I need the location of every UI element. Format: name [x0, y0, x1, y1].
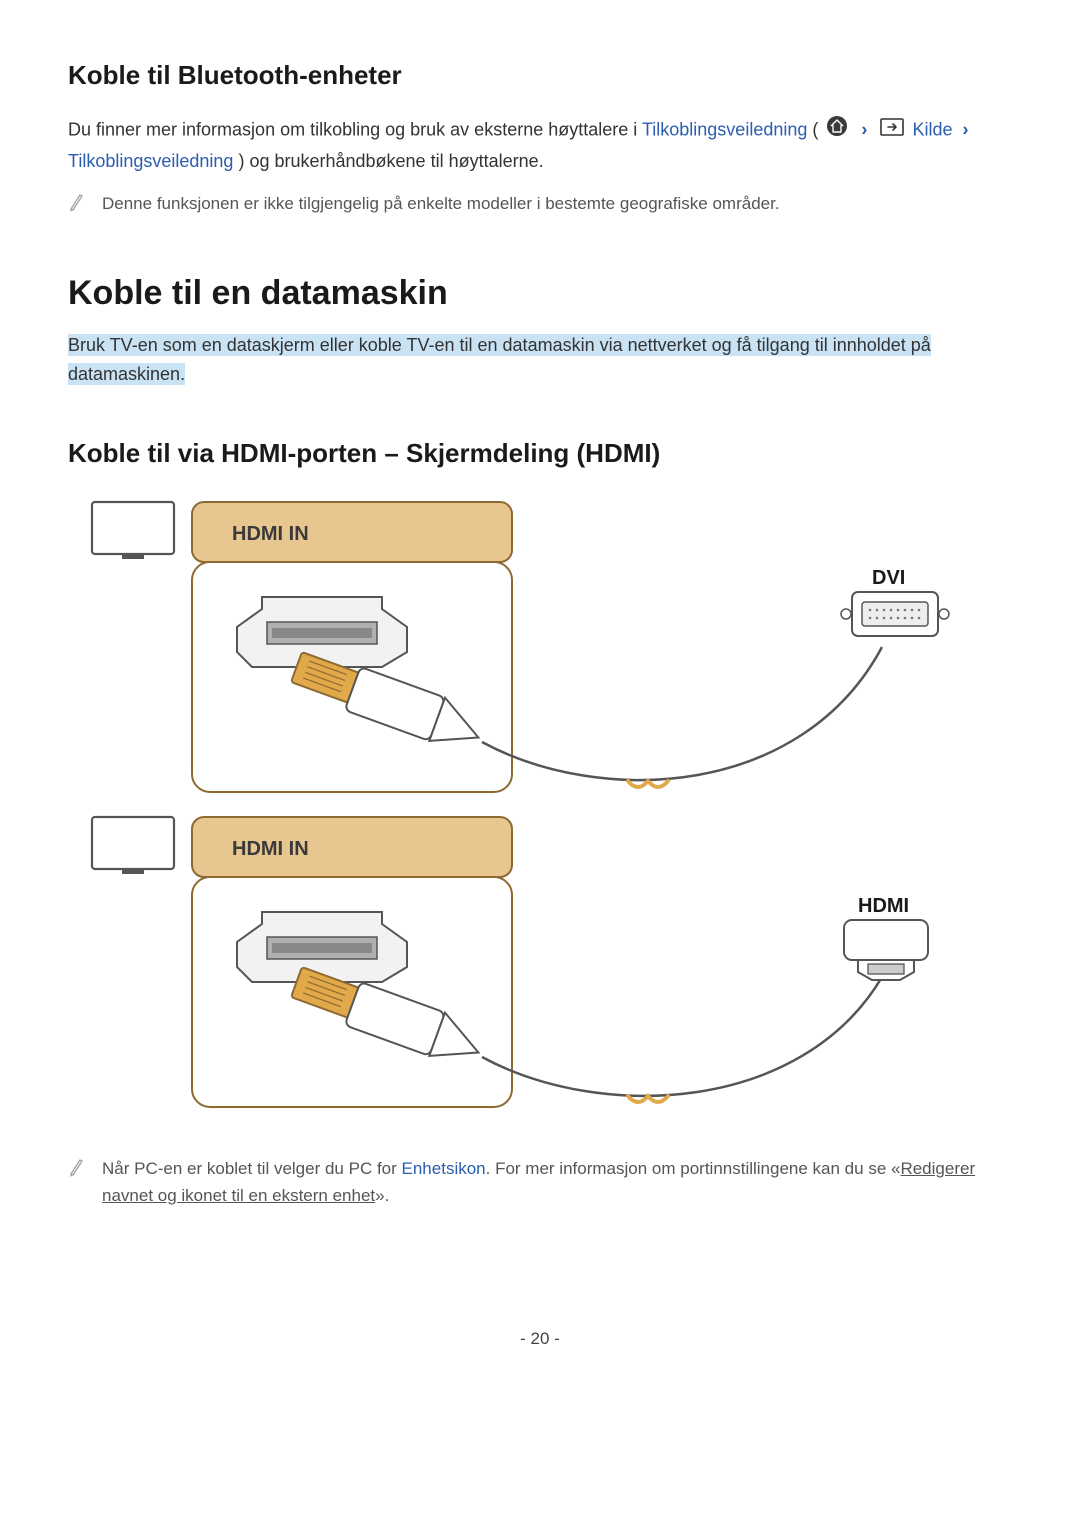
hdmi-in-label-top: HDMI IN	[192, 502, 512, 562]
heading-bluetooth: Koble til Bluetooth-enheter	[68, 60, 1012, 91]
heading-computer: Koble til en datamaskin	[68, 274, 1012, 313]
link-device-icon[interactable]: Enhetsikon	[402, 1159, 486, 1178]
text: . For mer informasjon om portinnstilling…	[486, 1159, 901, 1178]
note-text: Denne funksjonen er ikke tilgjengelig på…	[102, 190, 780, 217]
chevron-icon: ›	[958, 120, 974, 140]
svg-text:DVI: DVI	[872, 567, 905, 589]
text: Når PC-en er koblet til velger du PC for	[102, 1159, 402, 1178]
note-bluetooth: Denne funksjonen er ikke tilgjengelig på…	[68, 190, 1012, 217]
para-computer-intro: Bruk TV-en som en dataskjerm eller koble…	[68, 331, 1012, 390]
note-text: Når PC-en er koblet til velger du PC for…	[102, 1155, 1012, 1209]
link-connection-guide-1[interactable]: Tilkoblingsveiledning	[642, 120, 807, 140]
svg-text:HDMI IN: HDMI IN	[232, 838, 309, 860]
text: (	[812, 120, 818, 140]
home-icon	[826, 115, 848, 147]
dvi-connector: DVI	[841, 567, 949, 636]
link-connection-guide-2[interactable]: Tilkoblingsveiledning	[68, 151, 233, 171]
text: Du finner mer informasjon om tilkobling …	[68, 120, 642, 140]
pencil-icon	[68, 192, 84, 212]
pencil-icon	[68, 1157, 84, 1177]
text: ) og brukerhåndbøkene til høyttalerne.	[238, 151, 543, 171]
chevron-icon: ›	[856, 120, 872, 140]
connection-diagram-svg: HDMI IN DVI	[82, 497, 992, 1127]
highlighted-text: Bruk TV-en som en dataskjerm eller koble…	[68, 334, 931, 386]
heading-hdmi: Koble til via HDMI-porten – Skjermdeling…	[68, 438, 1012, 469]
svg-text:HDMI: HDMI	[858, 895, 909, 917]
tv-icon	[92, 502, 174, 559]
hdmi-diagram: HDMI IN DVI	[82, 497, 1012, 1127]
para-bluetooth: Du finner mer informasjon om tilkobling …	[68, 115, 1012, 176]
note-hdmi: Når PC-en er koblet til velger du PC for…	[68, 1155, 1012, 1209]
hdmi-in-label-bottom: HDMI IN	[192, 817, 512, 877]
hdmi-port-bottom	[237, 912, 407, 982]
hdmi-port-top	[237, 597, 407, 667]
tv-icon	[92, 817, 174, 874]
breadcrumb-kilde[interactable]: Kilde	[912, 120, 952, 140]
text: ».	[375, 1186, 389, 1205]
hdmi-connector: HDMI	[844, 895, 928, 980]
svg-text:HDMI IN: HDMI IN	[232, 523, 309, 545]
page-number: - 20 -	[68, 1329, 1012, 1349]
source-icon	[880, 116, 904, 146]
